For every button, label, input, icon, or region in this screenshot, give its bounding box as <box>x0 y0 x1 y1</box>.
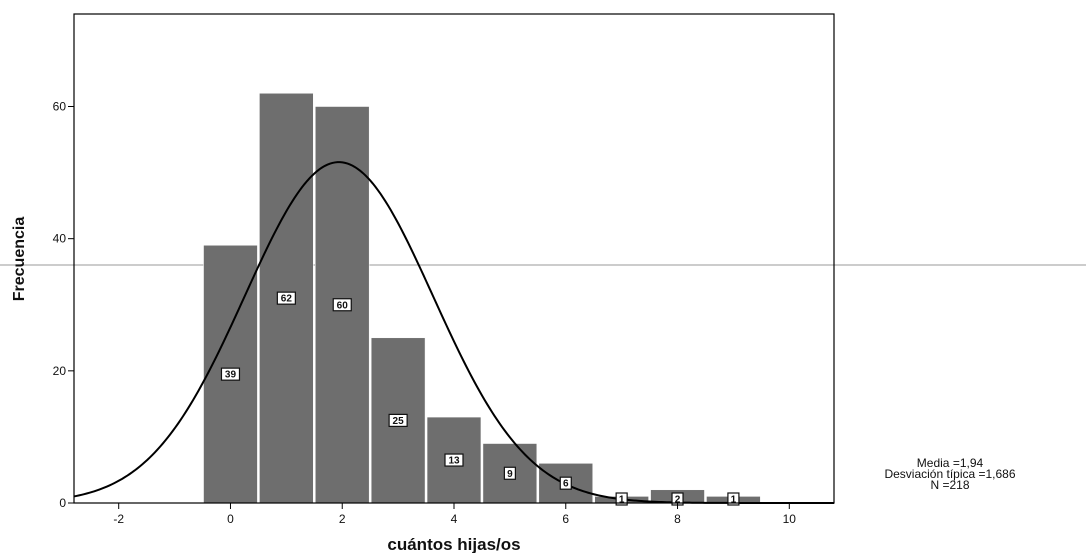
svg-text:39: 39 <box>225 370 237 381</box>
svg-text:62: 62 <box>281 294 293 305</box>
x-axis: -2 0 2 4 6 8 10 <box>113 503 796 526</box>
svg-text:60: 60 <box>337 300 349 311</box>
x-tick-label: -2 <box>113 512 124 526</box>
bar-value-label: 1 <box>727 492 740 506</box>
x-tick-label: 2 <box>339 512 346 526</box>
stats-std-dev: Desviación típica =1,686 <box>884 467 1016 481</box>
svg-text:6: 6 <box>563 479 569 490</box>
bar-labels-group: 39 62 60 25 13 9 6 1 2 1 <box>220 291 740 506</box>
svg-text:13: 13 <box>448 456 460 467</box>
stats-count: N =218 <box>930 478 970 492</box>
x-axis-title: cuántos hijas/os <box>387 535 520 553</box>
bar-value-label: 25 <box>388 413 408 427</box>
bar-value-label: 13 <box>444 453 464 467</box>
svg-text:2: 2 <box>675 495 681 506</box>
bar-value-label: 39 <box>220 367 241 381</box>
y-axis: 0 20 40 60 <box>53 100 74 510</box>
bar-value-label: 9 <box>503 466 516 480</box>
svg-text:1: 1 <box>619 495 625 506</box>
y-axis-title: Frecuencia <box>11 217 28 302</box>
bar-value-label: 60 <box>332 298 352 312</box>
x-tick-label: 6 <box>562 512 569 526</box>
stats-summary: Media =1,94 Desviación típica =1,686 N =… <box>840 456 1060 492</box>
bar-value-label: 1 <box>615 492 628 506</box>
stats-mean: Media =1,94 <box>916 456 984 470</box>
bar-value-label: 6 <box>559 476 572 490</box>
svg-text:25: 25 <box>393 416 405 427</box>
bar-value-label: 62 <box>276 291 296 305</box>
svg-text:1: 1 <box>731 495 737 506</box>
y-tick-label: 40 <box>53 232 67 246</box>
y-tick-label: 60 <box>53 100 67 114</box>
y-tick-label: 0 <box>59 496 66 510</box>
svg-text:9: 9 <box>507 469 513 480</box>
y-tick-label: 20 <box>53 364 67 378</box>
x-tick-label: 0 <box>227 512 234 526</box>
x-tick-label: 10 <box>783 512 797 526</box>
x-tick-label: 4 <box>451 512 458 526</box>
x-tick-label: 8 <box>674 512 681 526</box>
